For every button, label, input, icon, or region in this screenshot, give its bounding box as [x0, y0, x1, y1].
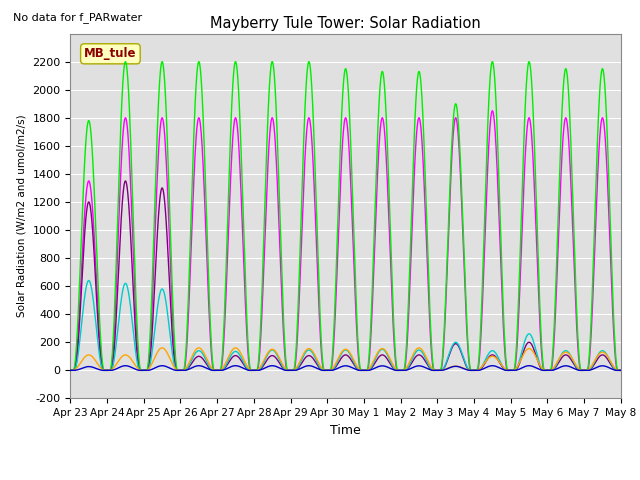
Y-axis label: Solar Radiation (W/m2 and umol/m2/s): Solar Radiation (W/m2 and umol/m2/s)	[17, 115, 27, 317]
Text: MB_tule: MB_tule	[84, 48, 137, 60]
Title: Mayberry Tule Tower: Solar Radiation: Mayberry Tule Tower: Solar Radiation	[210, 16, 481, 31]
Text: No data for f_PARwater: No data for f_PARwater	[13, 12, 142, 23]
Legend: PAR Tule, PAR In, PARdif, PARtot, PARdif, PARtot: PAR Tule, PAR In, PARdif, PARtot, PARdif…	[132, 476, 559, 480]
X-axis label: Time: Time	[330, 424, 361, 437]
